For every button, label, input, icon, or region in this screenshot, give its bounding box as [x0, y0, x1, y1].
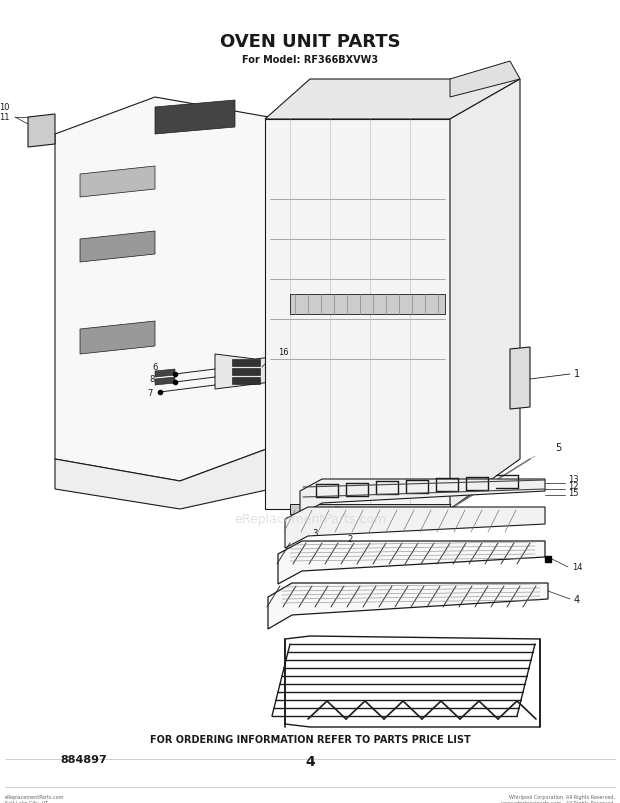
Text: eReplacementParts.com: eReplacementParts.com	[234, 513, 386, 526]
Polygon shape	[80, 167, 155, 198]
Polygon shape	[28, 115, 55, 148]
Polygon shape	[290, 295, 445, 315]
Text: 3: 3	[312, 529, 317, 538]
Polygon shape	[290, 504, 450, 515]
Polygon shape	[232, 360, 260, 366]
Polygon shape	[300, 479, 545, 516]
Text: 13: 13	[568, 475, 578, 484]
Polygon shape	[155, 377, 175, 385]
Polygon shape	[80, 321, 155, 355]
Polygon shape	[155, 101, 235, 135]
Polygon shape	[450, 62, 520, 98]
Text: OVEN UNIT PARTS: OVEN UNIT PARTS	[219, 33, 401, 51]
Text: 14: 14	[572, 563, 583, 572]
Polygon shape	[55, 444, 280, 509]
Text: FOR ORDERING INFORMATION REFER TO PARTS PRICE LIST: FOR ORDERING INFORMATION REFER TO PARTS …	[149, 734, 471, 744]
Text: 4: 4	[305, 754, 315, 768]
Polygon shape	[265, 120, 450, 509]
Text: 15: 15	[568, 489, 578, 498]
Polygon shape	[510, 348, 530, 410]
Polygon shape	[155, 369, 175, 377]
Text: 12: 12	[568, 482, 578, 491]
Polygon shape	[232, 377, 260, 385]
Text: For Model: RF366BXVW3: For Model: RF366BXVW3	[242, 55, 378, 65]
Polygon shape	[450, 80, 520, 509]
Text: 4: 4	[574, 594, 580, 604]
Polygon shape	[285, 507, 545, 548]
Text: eReplacementParts.com
Salt Lake City, UT: eReplacementParts.com Salt Lake City, UT	[5, 794, 64, 803]
Polygon shape	[232, 369, 260, 376]
Text: 884897: 884897	[60, 754, 107, 764]
Polygon shape	[278, 541, 545, 585]
Polygon shape	[215, 355, 280, 389]
Text: 5: 5	[555, 442, 561, 452]
Text: 2: 2	[347, 535, 353, 544]
Polygon shape	[268, 583, 548, 630]
Polygon shape	[335, 507, 365, 521]
Polygon shape	[265, 80, 520, 120]
Text: 6: 6	[153, 363, 158, 372]
Text: Whirlpool Corporation. All Rights Reserved.
www.whirlpoolparts.com - All Rights : Whirlpool Corporation. All Rights Reserv…	[501, 794, 615, 803]
Text: 16: 16	[278, 348, 289, 357]
Polygon shape	[55, 98, 280, 482]
Text: 10: 10	[0, 104, 10, 112]
Text: 1: 1	[574, 369, 580, 378]
Polygon shape	[80, 232, 155, 263]
Text: 11: 11	[0, 113, 10, 122]
Text: 8: 8	[149, 375, 155, 384]
Text: 7: 7	[148, 389, 153, 398]
